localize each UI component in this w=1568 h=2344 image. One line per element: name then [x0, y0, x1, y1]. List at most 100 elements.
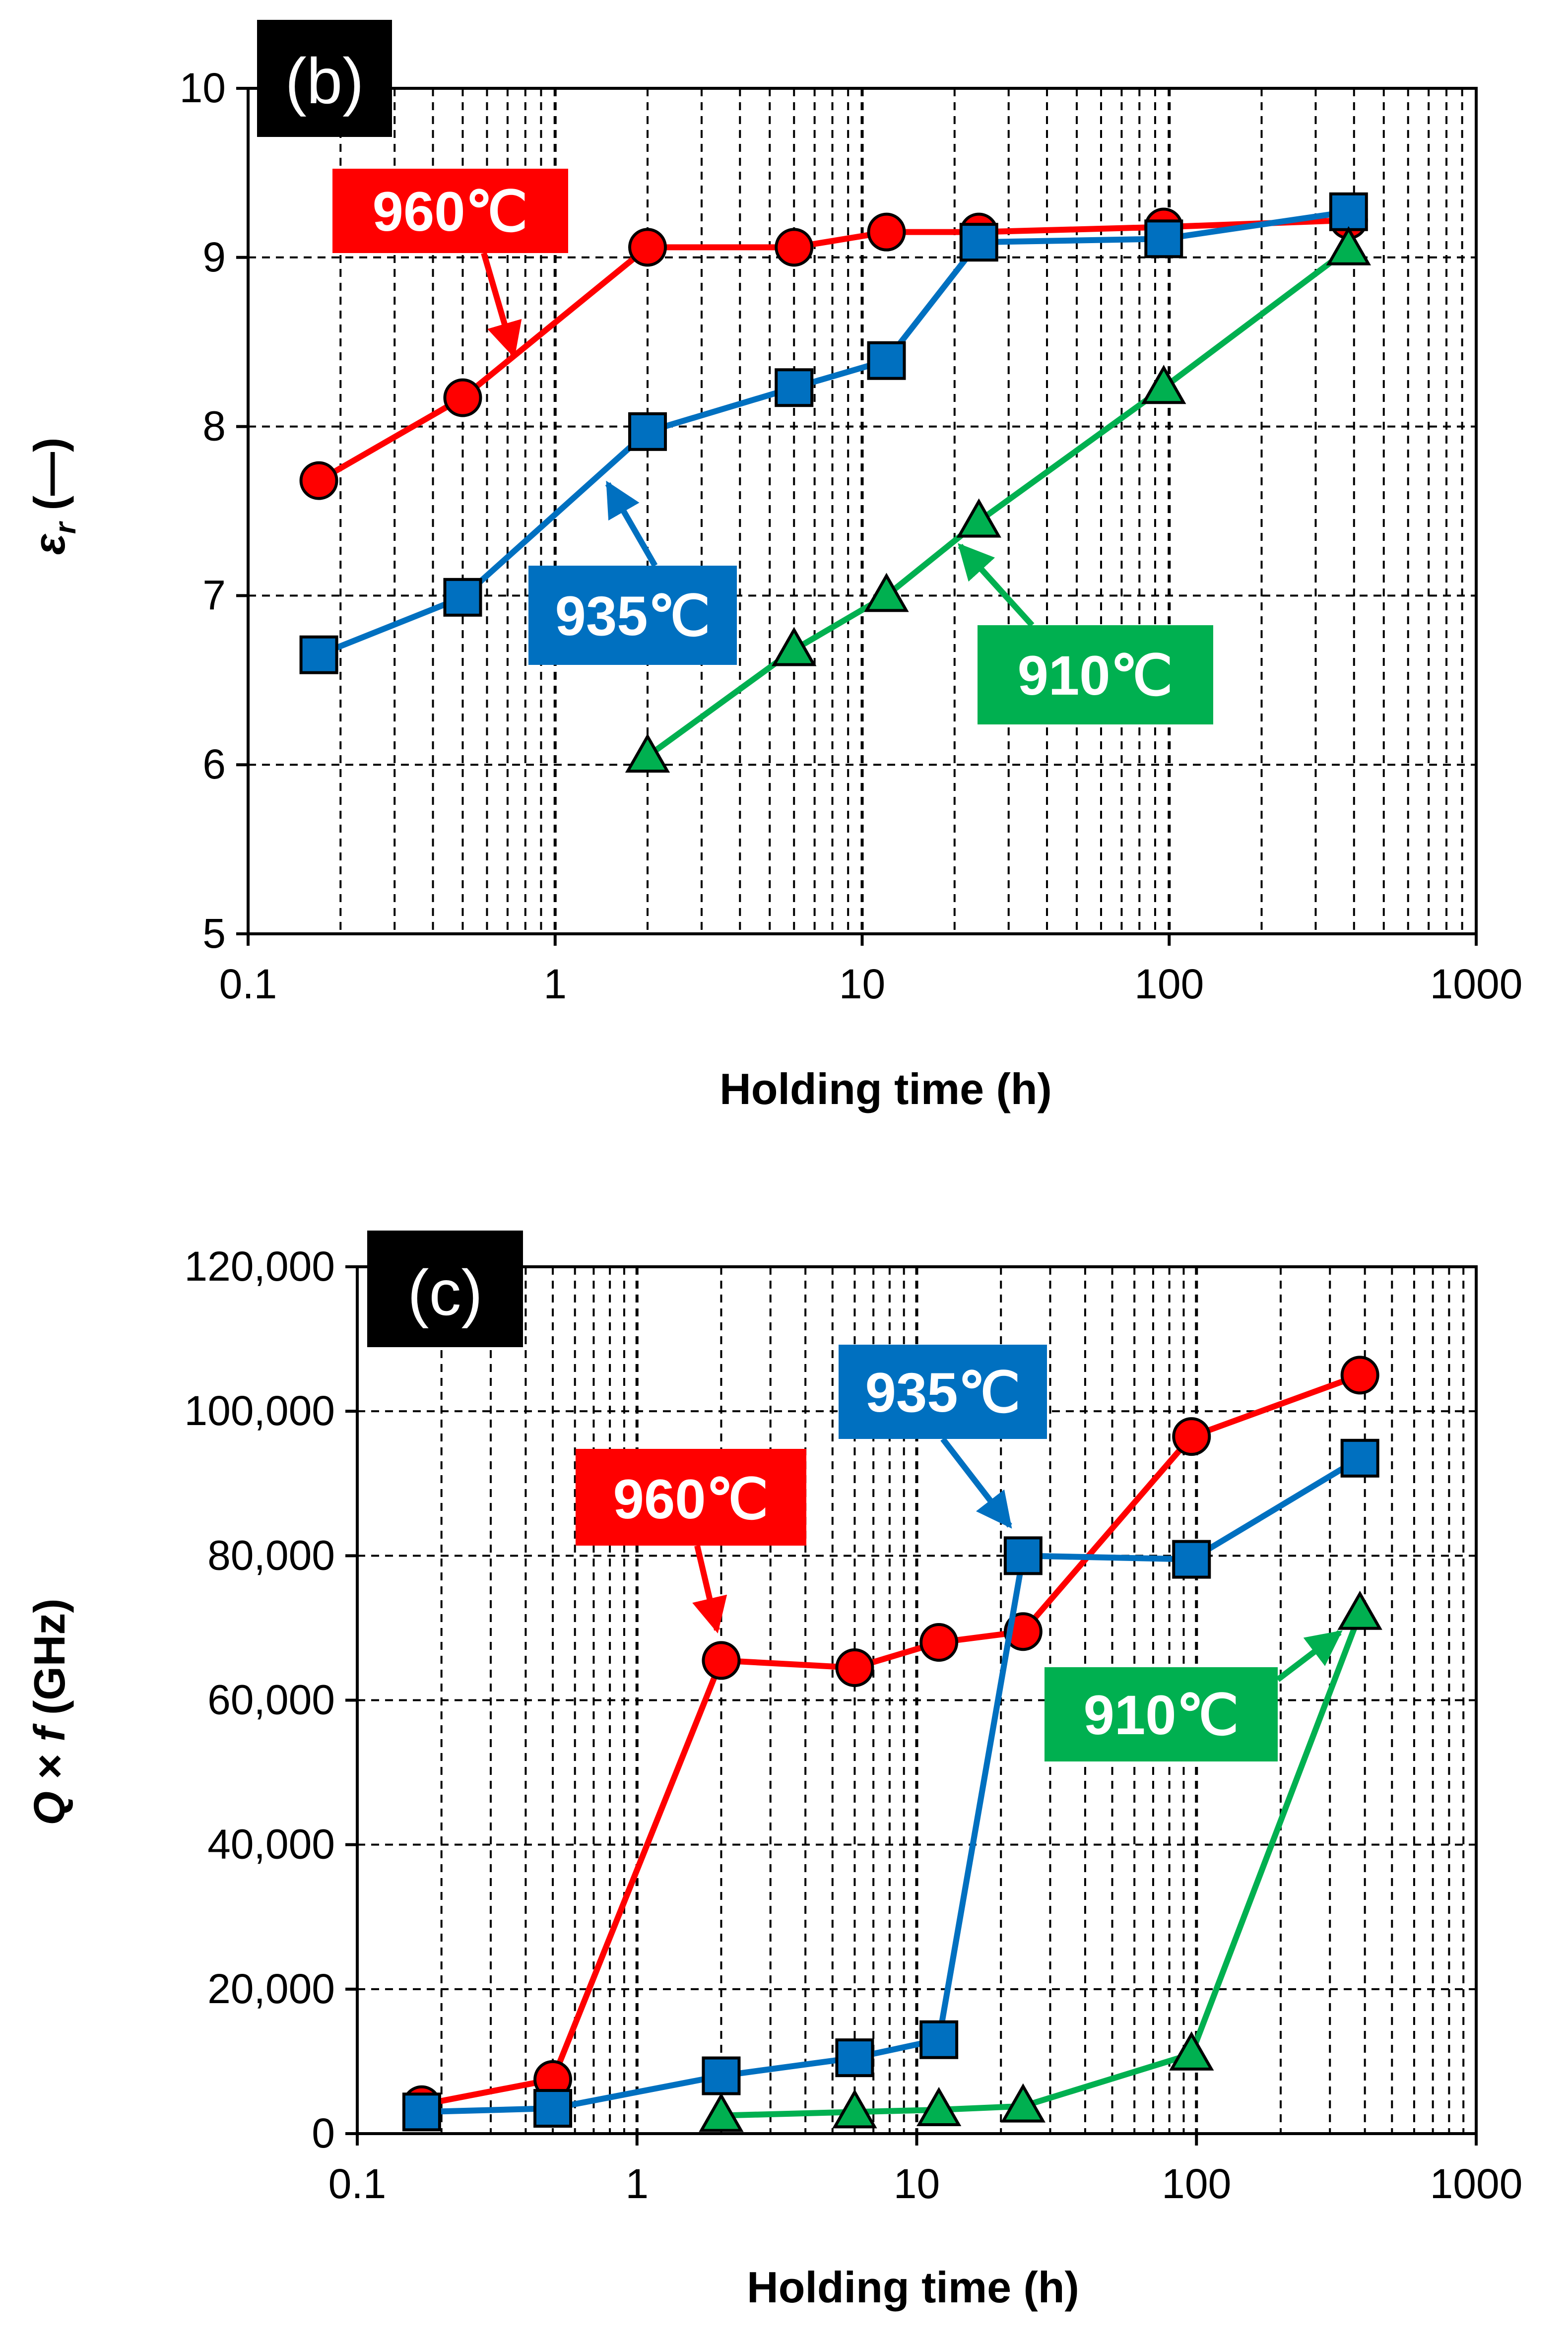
data-point: [1000, 2083, 1046, 2123]
series-line: [317, 217, 1349, 483]
data-point: [625, 733, 670, 773]
data-point: [702, 1641, 741, 1680]
svg-text:(c): (c): [407, 1256, 483, 1329]
data-point: [443, 578, 482, 617]
x-tick-labels: 0.1 1 10 100 1000: [328, 2134, 1523, 2207]
chart-panel-c: 020,00040,00060,00080,000100,000120,000 …: [25, 1231, 1522, 2312]
data-point: [835, 2038, 874, 2078]
y-tick-labels: 0 20,000 40,000 60,000 80,000 100,000 120,000: [184, 1243, 357, 2156]
y-tick-label: 6: [202, 741, 226, 787]
x-axis-label: Holding time (h): [719, 1064, 1052, 1113]
data-point: [299, 461, 338, 500]
data-point: [299, 635, 338, 674]
x-tick-label: 100: [1162, 2160, 1231, 2207]
y-tick-label: 10: [180, 65, 226, 111]
y-tick-label: 100,000: [184, 1387, 335, 1434]
x-tick-label: 100: [1134, 961, 1204, 1007]
callout-935-c: 935℃: [839, 1345, 1047, 1529]
x-tick-label: 0.1: [328, 2160, 387, 2207]
data-point: [832, 2089, 877, 2129]
data-point: [775, 368, 814, 407]
data-point: [956, 498, 1001, 538]
x-tick-label: 0.1: [219, 961, 277, 1007]
data-point: [919, 1623, 959, 1662]
callout-935-b: 935℃: [528, 480, 737, 665]
data-point: [1340, 1356, 1379, 1395]
data-point: [867, 212, 906, 252]
y-tick-label: 40,000: [207, 1821, 335, 1868]
data-point: [402, 2092, 441, 2132]
x-tick-label: 1: [543, 961, 567, 1007]
data-point: [1141, 365, 1186, 404]
data-point: [628, 412, 667, 451]
svg-text:935℃: 935℃: [555, 585, 711, 647]
data-point: [772, 627, 817, 666]
data-point: [1169, 2031, 1214, 2071]
callout-910-c: 910℃: [1045, 1630, 1343, 1761]
data-point: [835, 1648, 874, 1687]
data-point: [1337, 1590, 1382, 1630]
data-point: [702, 2056, 741, 2095]
series-910℃: [699, 1590, 1382, 2132]
data-point: [628, 228, 667, 267]
callout-960-b: 960℃: [332, 169, 568, 358]
y-axis-label: Q × f (GHz): [25, 1598, 74, 1825]
data-point: [1326, 226, 1371, 265]
panel-label-b: (b): [257, 20, 392, 137]
x-tick-label: 10: [839, 961, 885, 1007]
data-point: [443, 378, 482, 417]
data-point: [1003, 1536, 1043, 1575]
svg-text:935℃: 935℃: [865, 1362, 1021, 1424]
series-910℃: [625, 226, 1371, 773]
data-point: [1172, 1417, 1211, 1456]
series-line: [421, 1455, 1362, 2115]
svg-text:910℃: 910℃: [1084, 1684, 1239, 1746]
data-point: [919, 2020, 959, 2059]
data-point: [867, 341, 906, 380]
series-line: [318, 208, 1349, 658]
panel-label-c: (c): [367, 1231, 523, 1347]
series-935℃: [299, 192, 1368, 674]
y-tick-label: 5: [202, 910, 226, 957]
series-line: [721, 1612, 1363, 2119]
callout-960-c: 960℃: [576, 1449, 806, 1634]
svg-text:910℃: 910℃: [1018, 645, 1173, 707]
svg-text:960℃: 960℃: [373, 181, 528, 243]
y-tick-label: 80,000: [207, 1532, 335, 1578]
y-tick-label: 7: [202, 572, 226, 618]
series-layer: [402, 1356, 1382, 2132]
x-tick-label: 1000: [1430, 961, 1523, 1007]
x-tick-label: 10: [894, 2160, 940, 2207]
data-point: [1144, 219, 1183, 259]
callout-910-b: 910℃: [958, 543, 1213, 724]
data-point: [1329, 192, 1368, 231]
data-point: [1340, 1438, 1379, 1478]
y-tick-label: 8: [202, 403, 226, 450]
series-935℃: [402, 1438, 1379, 2132]
chart-panel-b: 5 6 7 8 9 10 0.1 1 10 100 1000 (b) Holding time (…: [25, 20, 1522, 1113]
data-point: [1172, 1540, 1211, 1579]
series-layer: [299, 192, 1371, 773]
x-tick-label: 1: [625, 2160, 649, 2207]
x-axis-label: Holding time (h): [747, 2263, 1079, 2312]
y-tick-label: 20,000: [207, 1965, 335, 2012]
svg-text:960℃: 960℃: [613, 1468, 769, 1530]
series-line: [421, 1372, 1361, 2108]
series-line: [646, 246, 1351, 759]
x-tick-labels: 0.1 1 10 100 1000: [219, 934, 1523, 1007]
data-point: [959, 223, 998, 262]
y-tick-label: 9: [202, 234, 226, 280]
data-point: [775, 228, 814, 267]
data-point: [916, 2086, 962, 2126]
y-tick-labels: 5 6 7 8 9 10: [180, 65, 248, 957]
y-axis-label: εr (—): [25, 438, 82, 555]
y-tick-label: 120,000: [184, 1243, 335, 1290]
svg-text:(b): (b): [285, 45, 364, 117]
y-tick-label: 60,000: [207, 1677, 335, 1723]
data-point: [699, 2092, 744, 2132]
data-point: [864, 573, 909, 612]
data-point: [533, 2089, 573, 2128]
x-tick-label: 1000: [1430, 2160, 1523, 2207]
y-tick-label: 0: [312, 2110, 335, 2156]
